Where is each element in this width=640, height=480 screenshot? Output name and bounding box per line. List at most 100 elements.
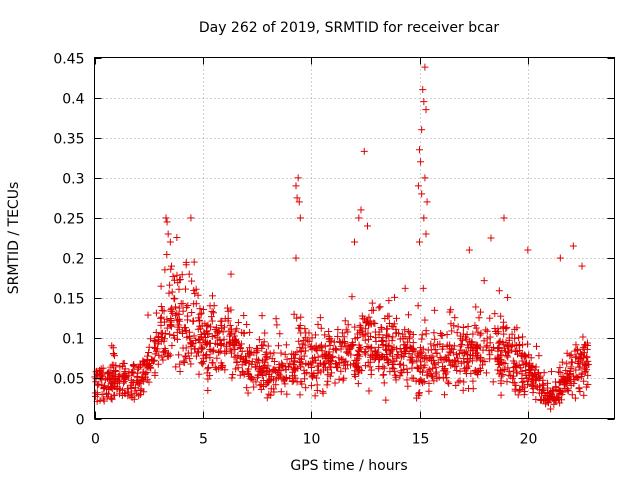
data-point (119, 386, 127, 394)
data-point (357, 323, 365, 331)
data-point (301, 341, 309, 349)
data-point (303, 336, 311, 344)
data-point (344, 321, 352, 329)
data-point (175, 285, 183, 293)
data-point (290, 358, 298, 366)
data-point (349, 360, 357, 368)
data-point (276, 330, 284, 338)
data-point (361, 336, 369, 344)
data-point (336, 338, 344, 346)
data-point (164, 230, 172, 238)
data-point (272, 381, 280, 389)
data-point (351, 373, 359, 381)
data-point (366, 363, 374, 371)
data-point (523, 374, 531, 382)
data-point (296, 344, 304, 352)
data-point (525, 359, 533, 367)
data-point (354, 355, 362, 363)
data-point (580, 349, 588, 357)
data-point (486, 314, 494, 322)
data-point (113, 379, 121, 387)
data-point (441, 356, 449, 364)
data-point (471, 366, 479, 374)
data-point (544, 389, 552, 397)
data-point (458, 341, 466, 349)
y-tick-label: 0.45 (53, 52, 84, 68)
data-point (155, 351, 163, 359)
data-point (391, 357, 399, 365)
data-point (197, 309, 205, 317)
data-point (467, 340, 475, 348)
data-point (182, 258, 190, 266)
data-point (567, 365, 575, 373)
data-point (309, 373, 317, 381)
data-point (351, 361, 359, 369)
data-point (173, 328, 181, 336)
data-point (572, 341, 580, 349)
data-point (351, 367, 359, 375)
data-point (133, 372, 141, 380)
data-point (418, 190, 426, 198)
data-point (168, 342, 176, 350)
data-point (174, 323, 182, 331)
data-point (144, 311, 152, 319)
data-point (513, 324, 521, 332)
data-point (431, 335, 439, 343)
data-point (409, 331, 417, 339)
data-point (409, 339, 417, 347)
y-tick-label: 0 (76, 413, 85, 429)
data-point (408, 364, 416, 372)
data-point (278, 359, 286, 367)
data-point (296, 391, 304, 399)
data-point (473, 343, 481, 351)
data-point (324, 377, 332, 385)
data-point (182, 285, 190, 293)
data-point (313, 346, 321, 354)
data-point (248, 357, 256, 365)
data-point (527, 366, 535, 374)
data-point (282, 341, 290, 349)
data-point (136, 391, 144, 399)
x-axis-label: GPS time / hours (290, 458, 407, 474)
data-point (518, 367, 526, 375)
data-point (253, 359, 261, 367)
data-point (357, 345, 365, 353)
data-point (393, 354, 401, 362)
data-point (238, 367, 246, 375)
data-point (263, 379, 271, 387)
data-point (168, 262, 176, 270)
data-point (184, 312, 192, 320)
data-point (204, 375, 212, 383)
data-point (344, 342, 352, 350)
data-point (339, 356, 347, 364)
data-point (359, 330, 367, 338)
data-point (171, 334, 179, 342)
y-tick-label: 0.25 (53, 212, 84, 228)
data-point (319, 389, 327, 397)
data-point (494, 366, 502, 374)
y-tick-label: 0.4 (62, 92, 84, 108)
data-point (457, 346, 465, 354)
data-point (118, 362, 126, 370)
data-point (436, 354, 444, 362)
data-point (226, 330, 234, 338)
data-point (187, 214, 195, 222)
data-point (362, 325, 370, 333)
data-point (383, 346, 391, 354)
data-point (217, 341, 225, 349)
data-point (217, 322, 225, 330)
data-point (197, 333, 205, 341)
data-point (354, 380, 362, 388)
data-point (260, 376, 268, 384)
data-point (580, 377, 588, 385)
data-point (439, 374, 447, 382)
data-point (362, 350, 370, 358)
data-point (415, 352, 423, 360)
data-point (489, 378, 497, 386)
data-point (334, 326, 342, 334)
data-point (459, 336, 467, 344)
data-point (175, 304, 183, 312)
data-point (169, 272, 177, 280)
data-point (504, 341, 512, 349)
data-point (555, 368, 563, 376)
